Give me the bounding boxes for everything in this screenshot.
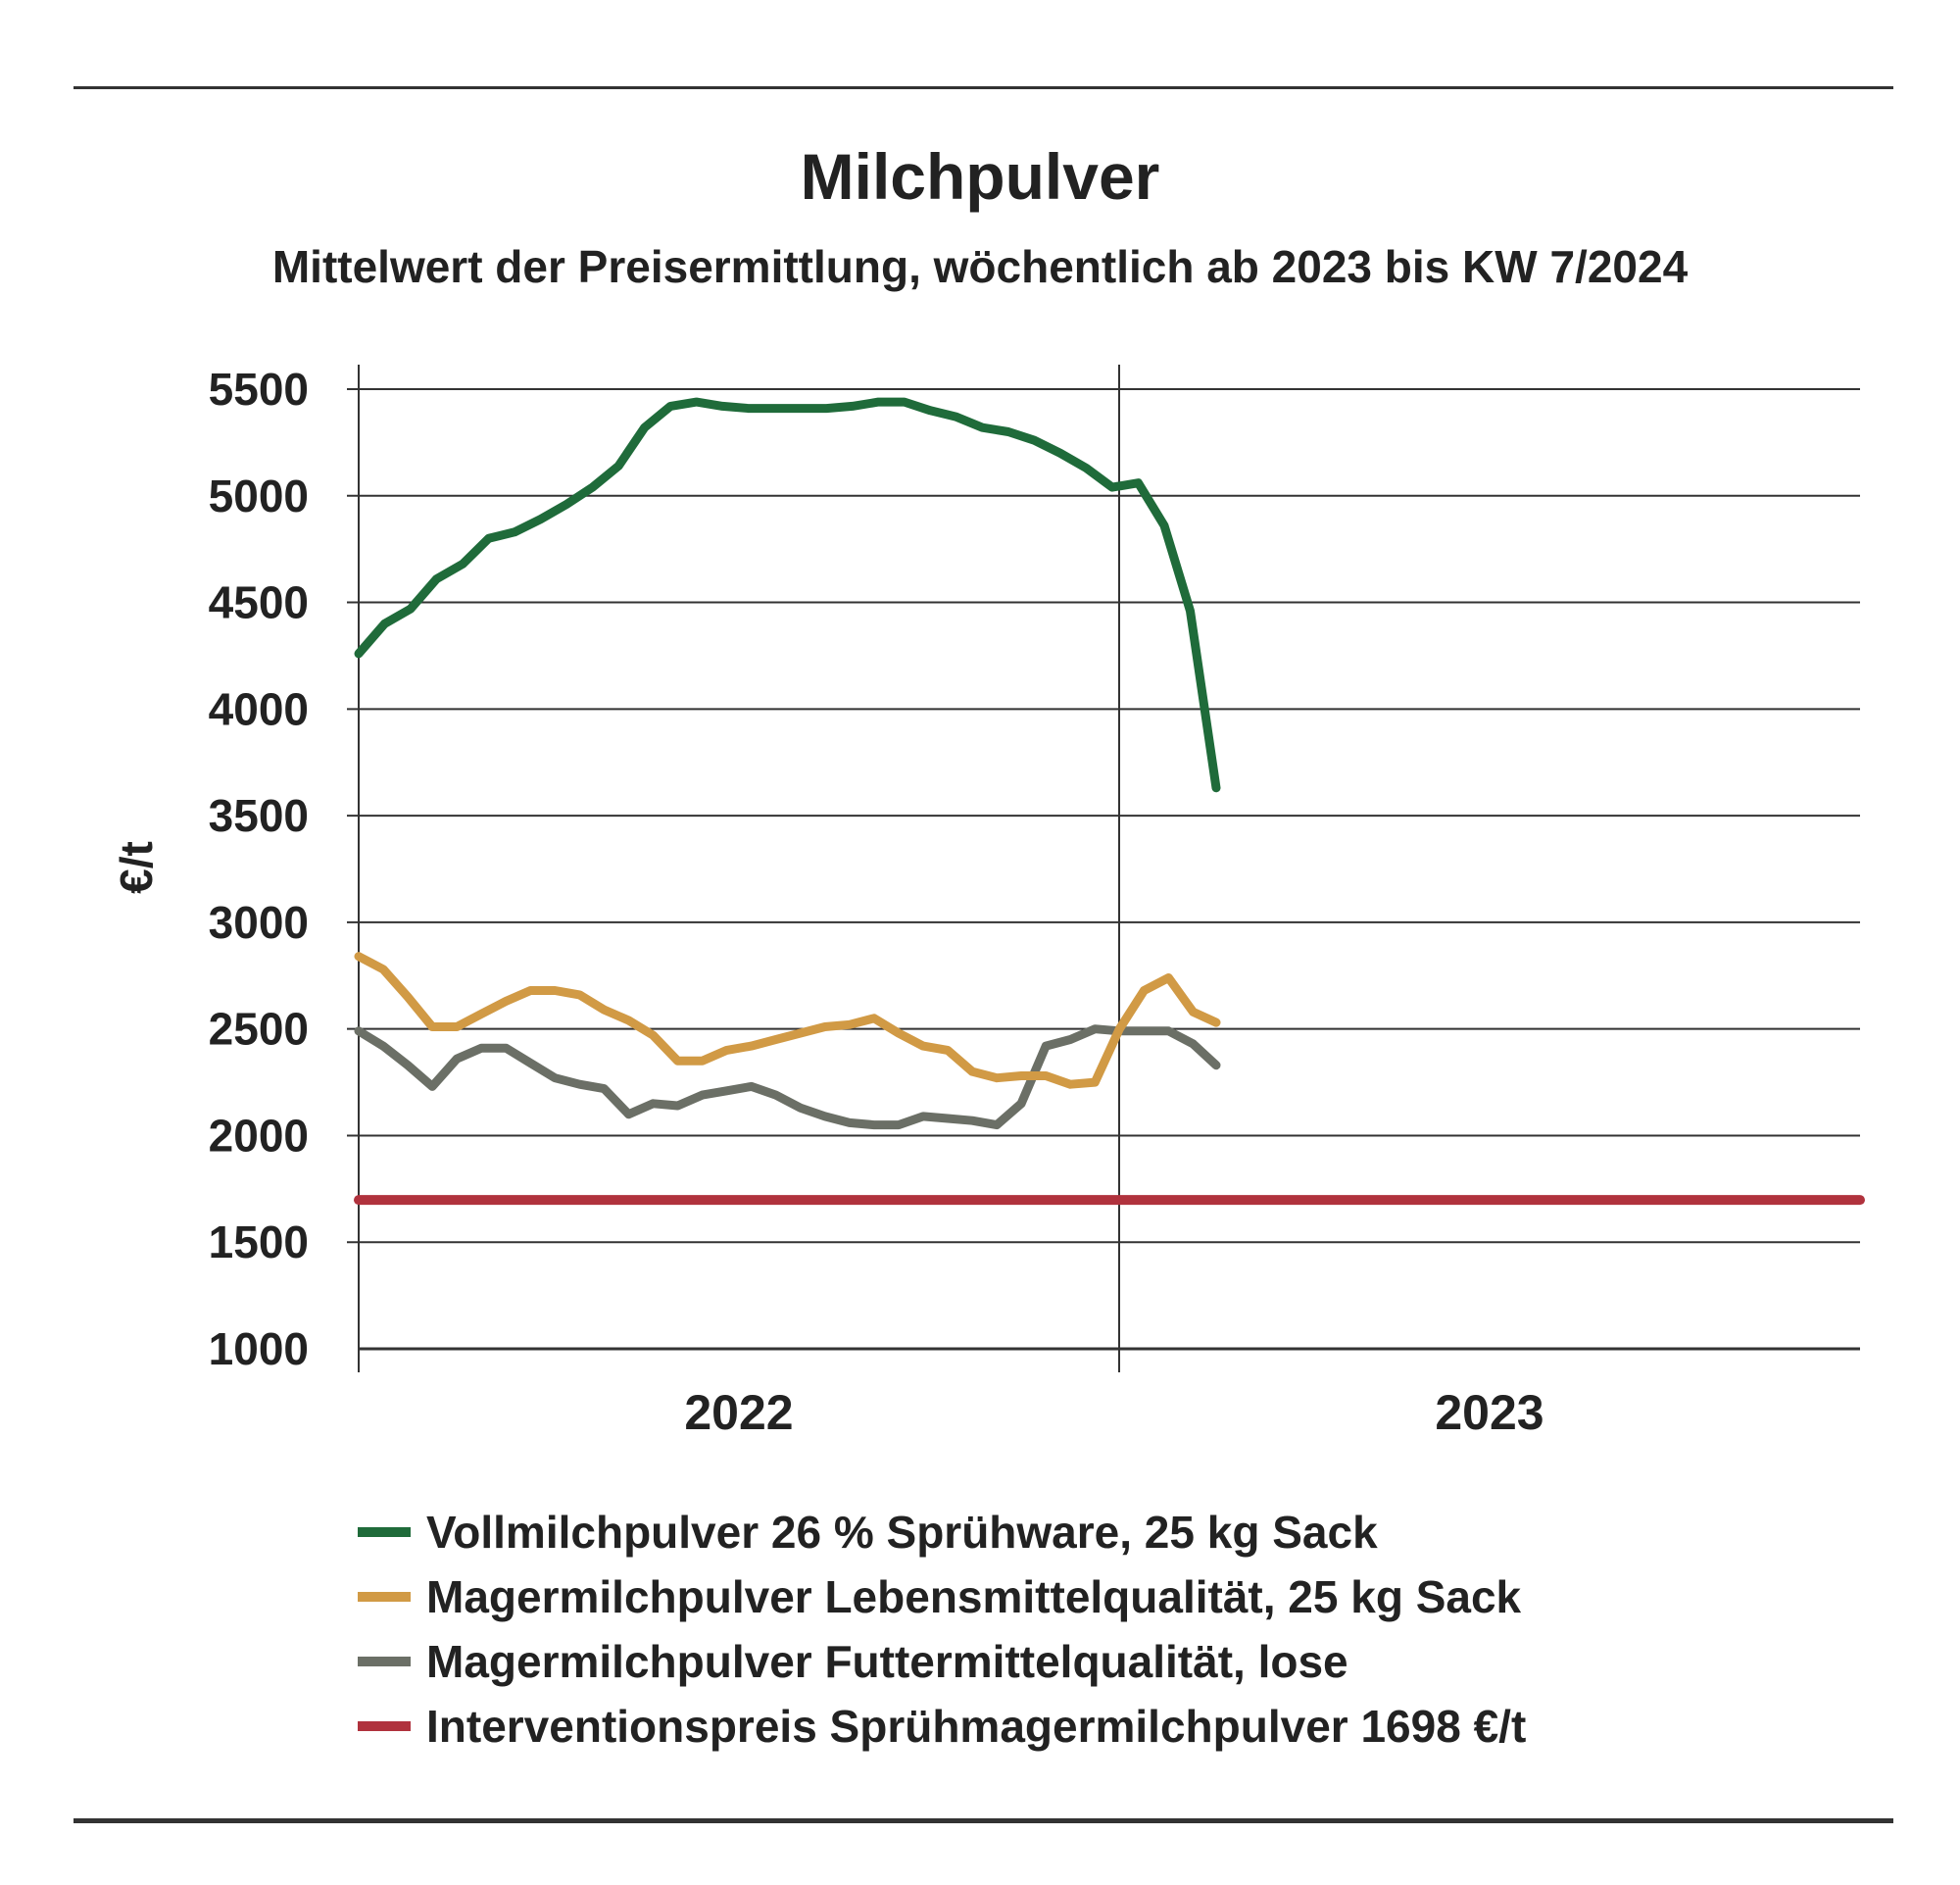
- gridlines: [347, 388, 1860, 1244]
- legend-item: Magermilchpulver Futtermittelqualität, l…: [358, 1629, 1526, 1694]
- y-tick-label: 1000: [209, 1323, 309, 1374]
- y-tick-label: 1500: [209, 1216, 309, 1267]
- x-tick-label: 2023: [1435, 1385, 1544, 1440]
- y-tick-label: 4000: [209, 683, 309, 734]
- y-tick-label: 2500: [209, 1004, 309, 1055]
- legend-label: Magermilchpulver Lebensmittelqualität, 2…: [426, 1571, 1522, 1622]
- bottom-rule: [74, 1818, 1893, 1823]
- legend-item: Magermilchpulver Lebensmittelqualität, 2…: [358, 1564, 1526, 1629]
- chart-subtitle: Mittelwert der Preisermittlung, wöchentl…: [271, 241, 1689, 292]
- legend-swatch: [358, 1527, 411, 1537]
- y-tick-label: 5500: [209, 364, 309, 415]
- legend-label: Vollmilchpulver 26 % Sprühware, 25 kg Sa…: [426, 1507, 1378, 1558]
- legend-swatch: [358, 1592, 411, 1602]
- y-tick-label: 4500: [209, 577, 309, 628]
- legend: Vollmilchpulver 26 % Sprühware, 25 kg Sa…: [358, 1500, 1526, 1759]
- legend-swatch: [358, 1721, 411, 1731]
- x-tick-label: 2022: [684, 1385, 793, 1440]
- legend-label: Magermilchpulver Futtermittelqualität, l…: [426, 1636, 1348, 1687]
- y-axis-label: €/t: [111, 841, 162, 894]
- y-tick-label: 3500: [209, 790, 309, 841]
- series-line-1: [354, 397, 1221, 793]
- legend-item: Interventionspreis Sprühmagermilchpulver…: [358, 1694, 1526, 1759]
- series-line-2: [354, 952, 1221, 1089]
- legend-swatch: [358, 1657, 411, 1666]
- top-rule: [74, 86, 1893, 89]
- series-lines: [354, 397, 1865, 1206]
- y-tick-label: 5000: [209, 471, 309, 521]
- legend-label: Interventionspreis Sprühmagermilchpulver…: [426, 1701, 1527, 1752]
- x-tick-labels: 2022 2023: [684, 1385, 1544, 1440]
- y-tick-label: 3000: [209, 897, 309, 948]
- chart-title: Milchpulver: [800, 140, 1160, 213]
- series-line-3: [354, 1024, 1221, 1130]
- axes: [358, 365, 1860, 1372]
- y-tick-label: 2000: [209, 1110, 309, 1161]
- legend-item: Vollmilchpulver 26 % Sprühware, 25 kg Sa…: [358, 1500, 1526, 1564]
- y-tick-labels: 5500 5000 4500 4000 3500 3000 2500 2000 1500 1000: [209, 364, 309, 1374]
